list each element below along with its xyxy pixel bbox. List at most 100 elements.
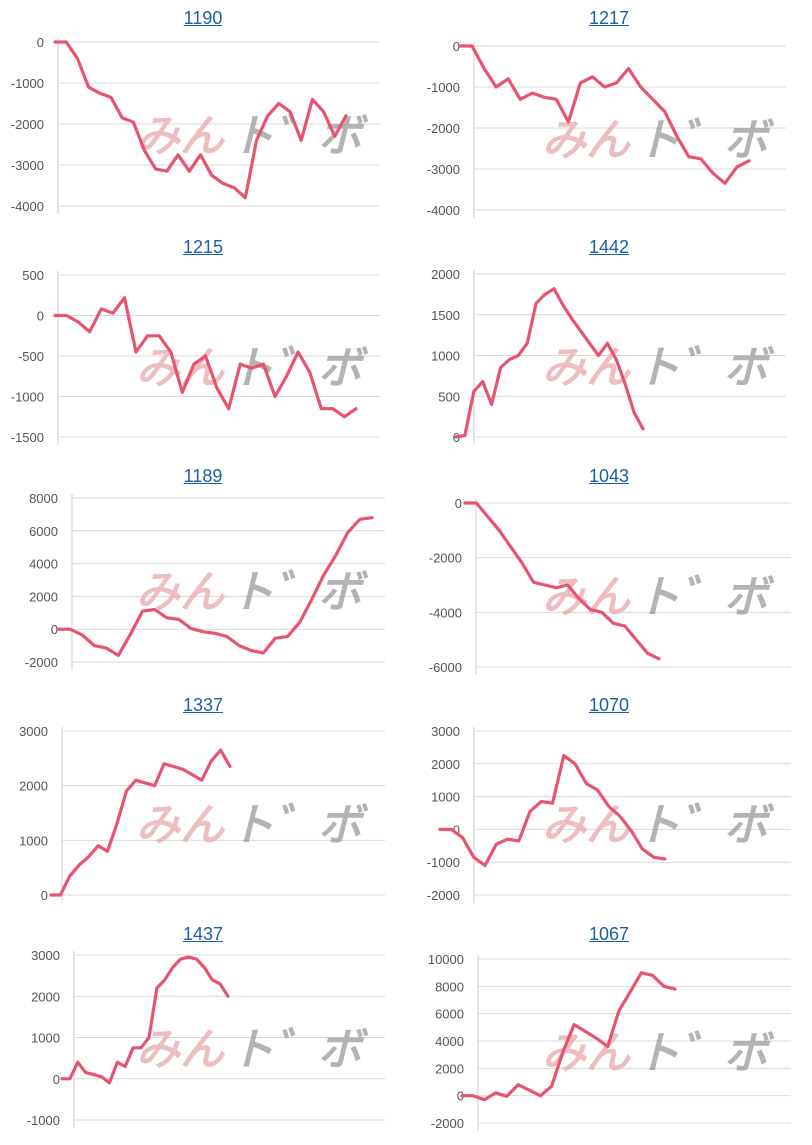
watermark-logo-part1: みん [136,112,226,161]
line-chart-1217: 0 -1000 -2000 -3000 -4000 みん ト゛ボ [427,39,786,218]
y-tick-label: -4000 [429,605,462,620]
y-tick-label: 1500 [431,308,460,323]
y-tick-label: 500 [438,389,460,404]
y-tick-label: -2000 [11,117,44,132]
chart-panel-1189: 8000 6000 4000 2000 0 -2000 みん ト゛ボ 1189 [0,458,406,687]
watermark-logo-part2: ト゛ボ [636,801,775,850]
y-tick-label: -1000 [27,1113,60,1128]
chart-panel-1442: 2000 1500 1000 500 0 みん ト゛ボ 1442 [406,229,812,458]
y-tick-label: -2000 [431,1116,464,1131]
chart-panel-1067: 10000 8000 6000 4000 2000 0 -2000 みん ト゛ボ 1067 [406,916,812,1145]
y-tick-label: -6000 [429,660,462,675]
y-tick-label: 4000 [29,557,58,572]
y-tick-label: 1000 [31,1031,60,1046]
y-tick-label: 1000 [19,833,48,848]
chart-panel-1337: 3000 2000 1000 0 みん ト゛ボ 1337 [0,687,406,916]
y-tick-label: 0 [453,822,460,837]
chart-panel-1437: 3000 2000 1000 0 -1000 みん ト゛ボ 1437 [0,916,406,1145]
y-tick-label: 0 [41,888,48,903]
series-line-1437 [60,955,230,1085]
y-tick-label: 0 [51,622,58,637]
chart-panel-1217: 0 -1000 -2000 -3000 -4000 みん ト゛ボ 1217 [406,0,812,229]
watermark-logo-part2: ト゛ボ [636,1029,775,1078]
y-tick-label: 1000 [431,790,460,805]
chart-title-link[interactable]: 1217 [588,8,630,28]
series-line-1043 [463,501,661,661]
watermark-logo-part1: みん [542,573,632,622]
y-tick-label: 0 [37,35,44,50]
y-tick-label: -4000 [427,203,460,218]
line-chart-1043: 0 -2000 -4000 -6000 みん ト゛ボ [429,496,791,675]
watermark-logo-part1: みん [542,801,632,850]
y-tick-label: -1500 [11,430,44,445]
y-tick-label: 3000 [431,724,460,739]
chart-panel-1215: 500 0 -500 -1000 -1500 みん ト゛ボ 1215 [0,229,406,458]
watermark-logo-part2: ト゛ボ [230,1026,369,1075]
watermark-logo-part2: ト゛ボ [230,568,369,617]
watermark-logo-part2: ト゛ボ [636,116,775,165]
y-tick-label: 2000 [435,1061,464,1076]
series-line-1215 [53,296,358,419]
y-tick-label: 0 [453,39,460,54]
chart-panel-1070: 3000 2000 1000 0 -1000 -2000 みん ト゛ボ 1070 [406,687,812,916]
watermark-logo-part2: ト゛ボ [230,801,369,850]
y-tick-label: -4000 [11,199,44,214]
y-tick-label: 0 [455,496,462,511]
y-tick-label: -2000 [429,551,462,566]
y-tick-label: 1000 [431,349,460,364]
y-tick-label: 0 [37,309,44,324]
chart-title-link[interactable]: 1070 [588,695,630,715]
watermark-logo-part1: みん [136,801,226,850]
chart-title-link[interactable]: 1215 [182,237,224,257]
series-line-1217 [458,44,751,185]
series-line-1337 [49,748,232,897]
y-tick-label: 8000 [29,491,58,506]
watermark-logo-part2: ト゛ボ [636,573,775,622]
y-tick-label: 500 [22,268,44,283]
watermark-logo-part2: ト゛ボ [636,344,775,393]
y-tick-label: 2000 [31,989,60,1004]
y-tick-label: 2000 [19,779,48,794]
y-tick-label: -2000 [427,121,460,136]
y-tick-label: 0 [457,1089,464,1104]
line-chart-1337: 3000 2000 1000 0 みん ト゛ボ [19,724,385,903]
y-tick-label: -3000 [11,158,44,173]
y-tick-label: 10000 [428,952,464,967]
y-tick-label: 6000 [435,1007,464,1022]
y-tick-label: 8000 [435,979,464,994]
series-line-1070 [438,753,667,868]
y-tick-label: 2000 [431,757,460,772]
y-tick-label: -1000 [11,76,44,91]
series-line-1190 [53,40,348,200]
y-tick-label: 2000 [29,589,58,604]
series-line-1067 [460,971,677,1102]
chart-title-link[interactable]: 1442 [588,237,630,257]
y-tick-label: 0 [53,1072,60,1087]
chart-title-link[interactable]: 1189 [183,466,223,486]
y-tick-label: -1000 [427,855,460,870]
chart-panel-1043: 0 -2000 -4000 -6000 みん ト゛ボ 1043 [406,458,812,687]
y-tick-label: 2000 [431,267,460,282]
y-tick-label: -3000 [427,162,460,177]
y-tick-label: -2000 [427,888,460,903]
chart-title-link[interactable]: 1067 [588,924,630,944]
chart-title-link[interactable]: 1337 [182,695,224,715]
chart-title-link[interactable]: 1437 [182,924,224,944]
watermark-logo-part1: みん [542,344,632,393]
chart-title-link[interactable]: 1190 [183,8,223,28]
line-chart-1070: 3000 2000 1000 0 -1000 -2000 みん ト゛ボ [427,724,791,903]
chart-title-link[interactable]: 1043 [588,466,630,486]
chart-panel-1190: 0 -1000 -2000 -3000 -4000 みん ト゛ボ 1190 [0,0,406,229]
y-tick-label: 3000 [31,948,60,963]
y-tick-label: 4000 [435,1034,464,1049]
watermark-logo-part1: みん [542,116,632,165]
y-tick-label: -2000 [25,655,58,670]
series-line-1189 [56,516,374,657]
y-tick-label: 3000 [19,724,48,739]
